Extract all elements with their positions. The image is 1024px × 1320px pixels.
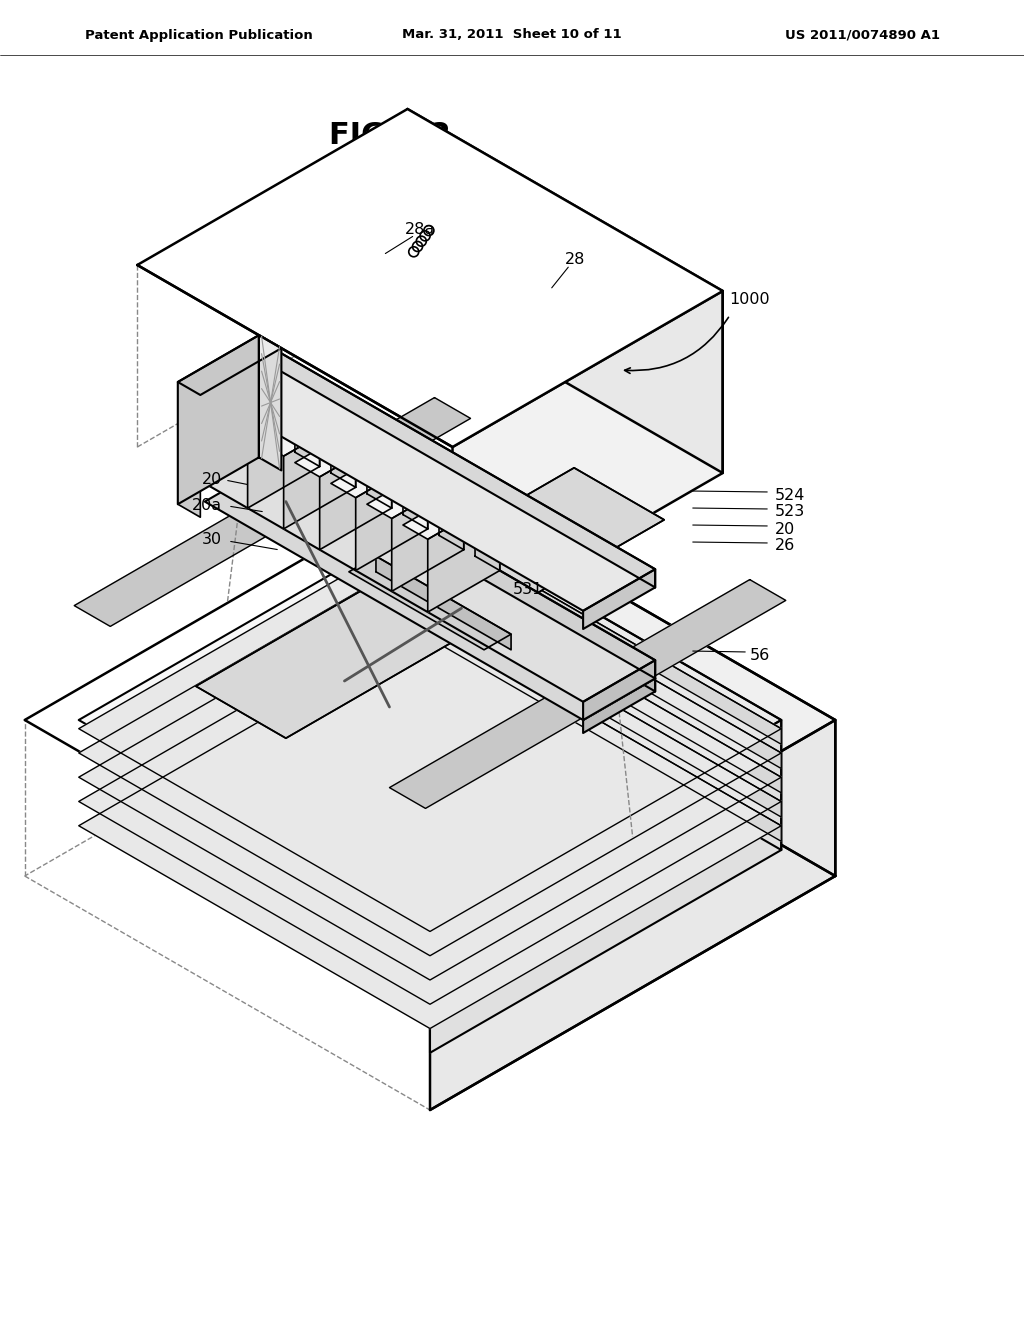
Text: 20a: 20a: [191, 498, 222, 512]
Polygon shape: [295, 421, 392, 477]
Polygon shape: [79, 550, 781, 956]
Polygon shape: [178, 381, 201, 517]
Polygon shape: [403, 442, 428, 529]
Polygon shape: [583, 660, 655, 719]
Polygon shape: [453, 290, 723, 630]
Polygon shape: [430, 517, 781, 850]
Polygon shape: [439, 462, 464, 549]
Text: 26: 26: [775, 539, 796, 553]
Polygon shape: [223, 379, 319, 436]
Polygon shape: [259, 335, 282, 470]
Polygon shape: [428, 498, 500, 612]
Polygon shape: [295, 379, 319, 466]
Polygon shape: [349, 556, 511, 649]
Text: 28a: 28a: [404, 223, 435, 238]
Polygon shape: [430, 486, 836, 876]
Polygon shape: [430, 525, 781, 744]
Text: 28: 28: [565, 252, 585, 268]
Polygon shape: [430, 599, 781, 817]
Polygon shape: [196, 467, 665, 738]
Polygon shape: [196, 467, 665, 738]
Text: 524: 524: [775, 487, 805, 503]
Polygon shape: [642, 727, 759, 796]
Polygon shape: [25, 486, 836, 954]
Polygon shape: [392, 477, 464, 591]
Polygon shape: [178, 335, 282, 395]
Polygon shape: [430, 574, 781, 793]
Polygon shape: [259, 400, 355, 457]
Polygon shape: [355, 457, 428, 570]
Polygon shape: [389, 579, 785, 808]
Polygon shape: [331, 400, 355, 487]
Polygon shape: [430, 623, 781, 841]
Polygon shape: [79, 517, 781, 923]
Text: 20: 20: [202, 473, 222, 487]
Polygon shape: [79, 623, 781, 1028]
Polygon shape: [205, 442, 655, 702]
Text: 56: 56: [750, 648, 770, 663]
Polygon shape: [79, 525, 781, 932]
Polygon shape: [475, 483, 500, 570]
Polygon shape: [367, 462, 464, 519]
Text: 531: 531: [513, 582, 543, 598]
Text: Patent Application Publication: Patent Application Publication: [85, 29, 312, 41]
Polygon shape: [403, 483, 500, 540]
Polygon shape: [583, 678, 655, 733]
Polygon shape: [248, 393, 319, 508]
Polygon shape: [79, 574, 781, 979]
Polygon shape: [284, 414, 355, 529]
Polygon shape: [367, 421, 392, 508]
Polygon shape: [430, 550, 781, 768]
Polygon shape: [430, 719, 781, 1053]
Polygon shape: [430, 719, 836, 1110]
Text: 1000: 1000: [730, 293, 770, 308]
Polygon shape: [205, 351, 655, 611]
Polygon shape: [376, 556, 511, 649]
Polygon shape: [276, 442, 655, 678]
Polygon shape: [276, 351, 655, 587]
Polygon shape: [408, 110, 723, 473]
Polygon shape: [137, 110, 723, 447]
Text: 30: 30: [202, 532, 222, 548]
Text: FIG. 12: FIG. 12: [329, 120, 451, 149]
Polygon shape: [178, 335, 259, 504]
Text: Mar. 31, 2011  Sheet 10 of 11: Mar. 31, 2011 Sheet 10 of 11: [402, 29, 622, 41]
Polygon shape: [319, 436, 392, 549]
Polygon shape: [276, 459, 655, 692]
Text: 20: 20: [775, 521, 796, 536]
Polygon shape: [79, 599, 781, 1005]
Text: 523: 523: [775, 504, 805, 520]
Polygon shape: [583, 569, 655, 630]
Polygon shape: [331, 442, 428, 498]
Polygon shape: [74, 397, 471, 627]
Polygon shape: [669, 727, 759, 832]
Polygon shape: [205, 459, 655, 719]
Text: US 2011/0074890 A1: US 2011/0074890 A1: [785, 29, 940, 41]
